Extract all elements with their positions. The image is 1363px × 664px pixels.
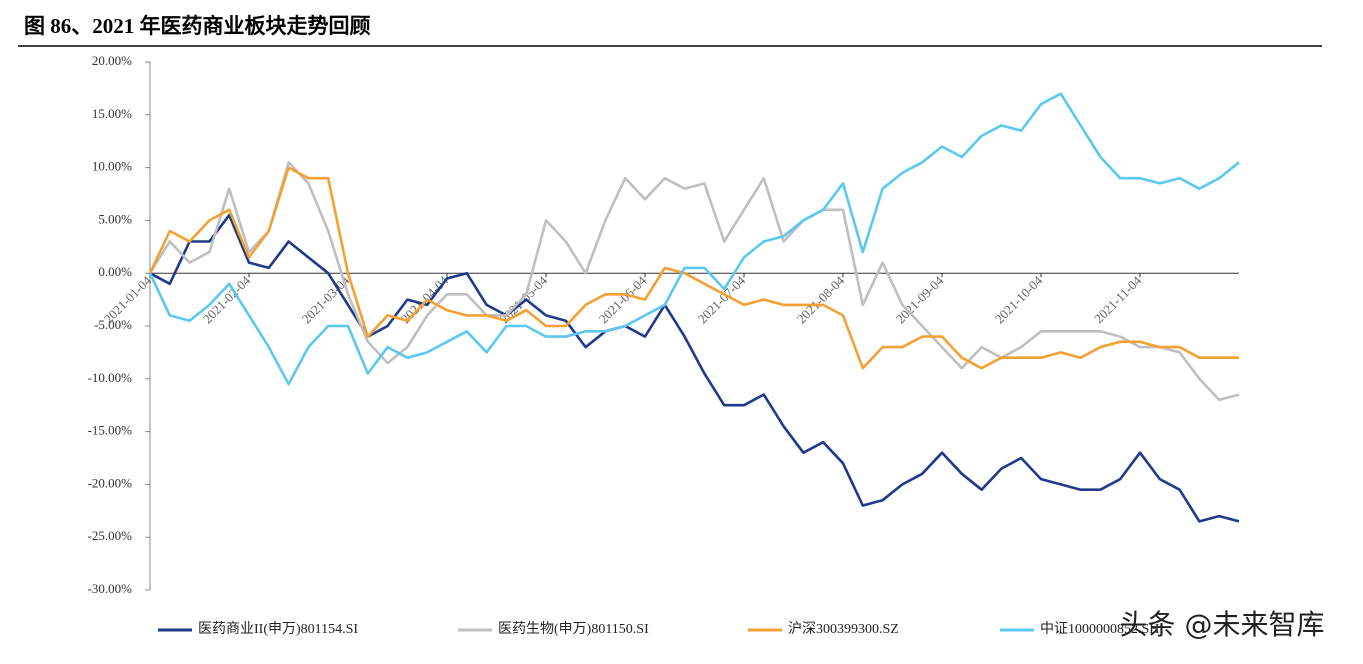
legend-label: 医药商业II(申万)801154.SI — [198, 621, 358, 637]
y-tick-label: -15.00% — [88, 423, 133, 438]
y-tick-label: -5.00% — [94, 317, 132, 332]
x-tick-label: 2021-07-04 — [695, 272, 749, 326]
x-tick-label: 2021-10-04 — [992, 272, 1046, 326]
series-line — [148, 92, 1240, 386]
legend-label: 中证1000000852.SH — [1040, 621, 1159, 637]
y-tick-label: 0.00% — [98, 264, 132, 279]
chart-title: 图 86、2021 年医药商业板块走势回顾 — [24, 14, 371, 38]
y-tick-label: 10.00% — [92, 159, 132, 174]
watermark: 头条 @未来智库 — [1120, 608, 1325, 641]
y-tick-label: -20.00% — [88, 475, 133, 490]
y-tick-label: 20.00% — [92, 53, 132, 68]
legend-label: 沪深300399300.SZ — [788, 621, 899, 637]
y-tick-label: 5.00% — [98, 211, 132, 226]
y-tick-label: -10.00% — [88, 370, 133, 385]
x-tick-label: 2021-11-04 — [1091, 272, 1145, 326]
y-tick-label: -25.00% — [88, 528, 133, 543]
series-line — [148, 166, 1239, 370]
x-tick-label: 2021-08-04 — [794, 272, 848, 326]
legend-label: 医药生物(申万)801150.SI — [498, 621, 649, 637]
series-line — [149, 213, 1240, 523]
x-tick-label: 2021-05-04 — [497, 272, 551, 326]
x-tick-label: 2021-02-04 — [200, 272, 254, 326]
series-line — [148, 161, 1240, 402]
y-tick-label: 15.00% — [92, 106, 132, 121]
y-tick-label: -30.00% — [88, 581, 133, 596]
